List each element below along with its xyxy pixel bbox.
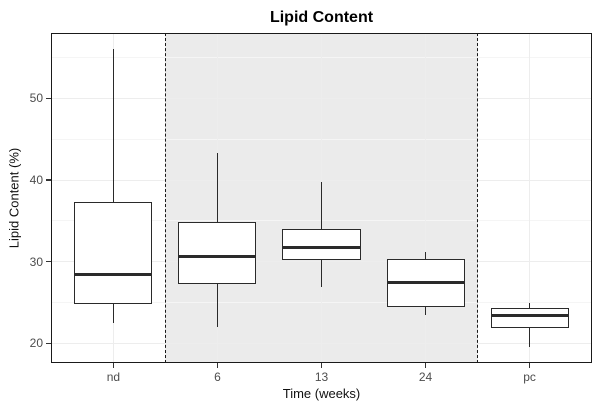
y-tick-30 <box>46 261 51 263</box>
box-6 <box>178 221 257 284</box>
y-tick-40 <box>46 179 51 181</box>
y-tick-50 <box>46 97 51 99</box>
median-pc <box>490 314 569 318</box>
x-tick-24 <box>424 363 427 368</box>
y-tick-20 <box>46 342 51 344</box>
whisker-nd <box>112 49 115 323</box>
gridline-vertical-24 <box>425 33 427 363</box>
x-tick-13 <box>320 363 323 368</box>
dashed-boundary-line-1 <box>164 33 166 363</box>
x-tick-label-pc: pc <box>523 370 536 384</box>
box-13 <box>282 229 361 261</box>
median-13 <box>282 246 361 250</box>
chart-title: Lipid Content <box>269 9 374 26</box>
x-tick-pc <box>528 363 531 368</box>
y-tick-label-20: 20 <box>29 336 43 351</box>
dashed-boundary-line-2 <box>476 33 478 363</box>
y-tick-label-50: 50 <box>29 91 43 106</box>
box-pc <box>490 308 569 328</box>
x-axis-title: Time (weeks) <box>282 386 361 401</box>
plot-panel <box>51 33 592 363</box>
x-tick-label-6: 6 <box>214 370 221 384</box>
x-tick-label-nd: nd <box>106 370 121 384</box>
median-nd <box>74 273 153 277</box>
box-nd <box>74 202 153 305</box>
median-24 <box>386 280 465 284</box>
y-tick-label-40: 40 <box>29 173 43 188</box>
y-tick-label-30: 30 <box>29 254 43 269</box>
x-tick-label-24: 24 <box>418 370 433 384</box>
gridline-vertical-pc <box>529 33 531 363</box>
x-tick-nd <box>112 363 114 368</box>
y-axis-title: Lipid Content (%) <box>6 147 22 249</box>
median-6 <box>178 255 257 259</box>
x-tick-6 <box>216 363 219 368</box>
x-tick-label-13: 13 <box>314 370 329 384</box>
